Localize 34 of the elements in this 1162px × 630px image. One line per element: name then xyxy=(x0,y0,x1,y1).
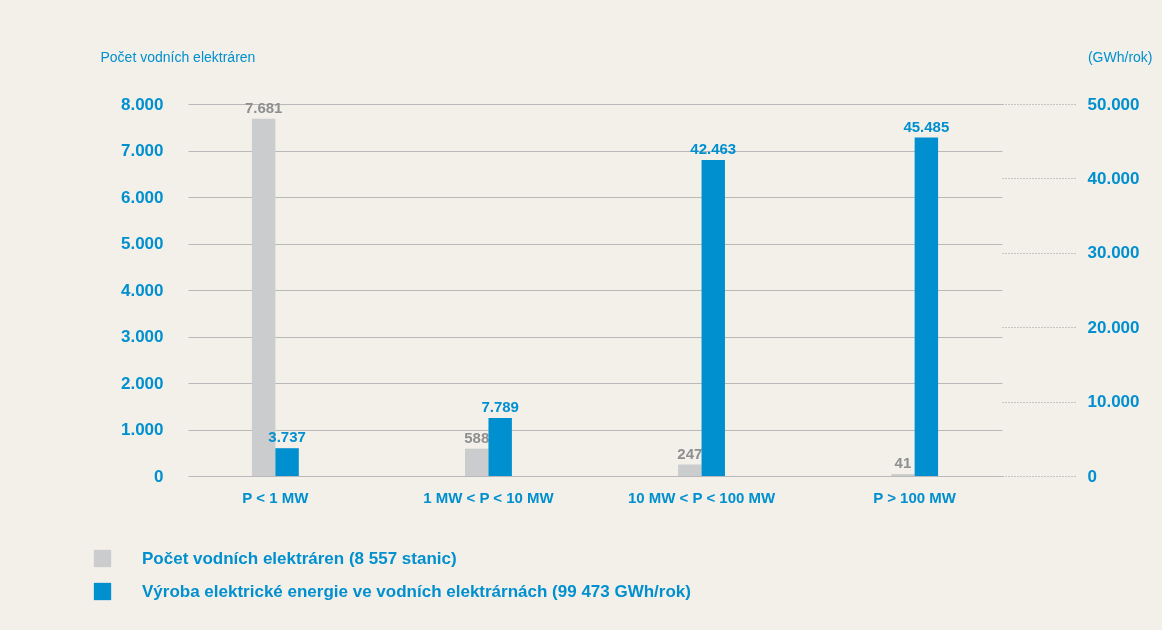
y2-tick-label: 30.000 xyxy=(1087,243,1140,263)
y-tick-label: 7.000 xyxy=(120,141,164,160)
bar xyxy=(275,448,299,476)
y-tick-label: 3.000 xyxy=(120,327,164,346)
legend-label: Výroba elektrické energie ve vodních elektrárnách (99 473 GWh/rok) xyxy=(142,581,691,601)
y2-tick-label: 10.000 xyxy=(1087,392,1140,412)
y2-axis-title: (GWh/rok) xyxy=(1087,48,1153,65)
y-tick-label: 2.000 xyxy=(120,373,164,393)
y-axis-title: Počet vodních elektráren xyxy=(100,48,256,65)
x-tick-label: 10 MW < P < 100 MW xyxy=(627,488,777,506)
bar xyxy=(678,464,702,476)
y-tick-label: 0 xyxy=(154,466,164,486)
data-label: 42.463 xyxy=(690,140,737,158)
bar xyxy=(914,137,939,476)
y-tick-label: 8.000 xyxy=(120,94,164,114)
x-tick-label: P > 100 MW xyxy=(873,488,957,506)
data-label: 7.681 xyxy=(244,98,283,116)
y2-tick-label: 0 xyxy=(1087,466,1097,486)
data-label: 41 xyxy=(894,454,912,472)
y-tick-label: 4.000 xyxy=(120,280,164,300)
y2-tick-label: 20.000 xyxy=(1087,317,1140,337)
bar xyxy=(488,418,512,476)
y-tick-label: 1.000 xyxy=(120,420,164,439)
y2-tick-label: 50.000 xyxy=(1087,94,1140,114)
legend-label: Počet vodních elektráren (8 557 stanic) xyxy=(142,548,457,568)
y2-tick-label: 40.000 xyxy=(1087,168,1140,188)
data-label: 3.737 xyxy=(268,428,306,446)
data-label: 45.485 xyxy=(903,117,950,135)
y-tick-label: 6.000 xyxy=(120,187,164,207)
x-tick-label: 1 MW < P < 10 MW xyxy=(423,488,555,506)
x-tick-label: P < 1 MW xyxy=(242,488,310,506)
y-tick-label: 5.000 xyxy=(120,234,164,253)
bar xyxy=(701,160,725,476)
data-label: 7.789 xyxy=(481,398,519,416)
